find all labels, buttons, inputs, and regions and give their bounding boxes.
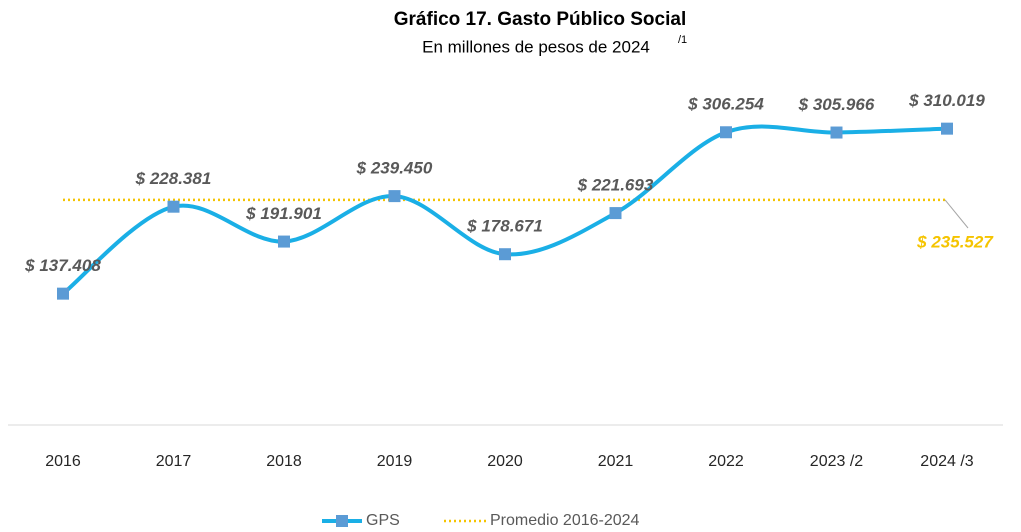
marker [278, 235, 290, 248]
x-tick-label: 2018 [266, 453, 302, 470]
x-tick-label: 2017 [156, 453, 192, 470]
x-tick-label: 2016 [45, 453, 81, 470]
legend-marker [336, 515, 348, 527]
marker [388, 190, 401, 203]
data-label: $ 310.019 [908, 91, 985, 110]
marker [609, 207, 622, 220]
marker [720, 126, 732, 139]
chart-title: Gráfico 17. Gasto Público Social [394, 9, 686, 30]
x-tick-label: 2024 /3 [920, 453, 973, 470]
leader-line [944, 199, 969, 229]
chart-subtitle-note: /1 [678, 34, 687, 46]
series-line [61, 124, 948, 296]
chart-subtitle: En millones de pesos de 2024 [422, 37, 650, 56]
marker [830, 126, 843, 139]
x-tick-label: 2022 [708, 453, 744, 470]
x-tick-label: 2020 [487, 453, 523, 470]
marker [499, 248, 511, 261]
data-label: $ 191.901 [245, 204, 322, 223]
data-label: $ 221.693 [577, 176, 654, 195]
data-label: $ 228.381 [135, 169, 212, 188]
legend-label: Promedio 2016-2024 [490, 512, 640, 529]
x-tick-label: 2023 /2 [810, 453, 863, 470]
marker [57, 287, 69, 300]
data-label: $ 305.966 [798, 95, 875, 114]
marker [941, 122, 953, 135]
marker [167, 200, 180, 213]
data-label: $ 239.450 [356, 159, 433, 178]
data-label: $ 306.254 [687, 95, 764, 114]
legend-label: GPS [366, 512, 400, 529]
average-label: $ 235.527 [916, 232, 994, 251]
x-tick-label: 2021 [598, 453, 634, 470]
data-label: $ 178.671 [466, 217, 543, 236]
x-tick-label: 2019 [377, 453, 413, 470]
data-label: $ 137.408 [24, 256, 101, 275]
